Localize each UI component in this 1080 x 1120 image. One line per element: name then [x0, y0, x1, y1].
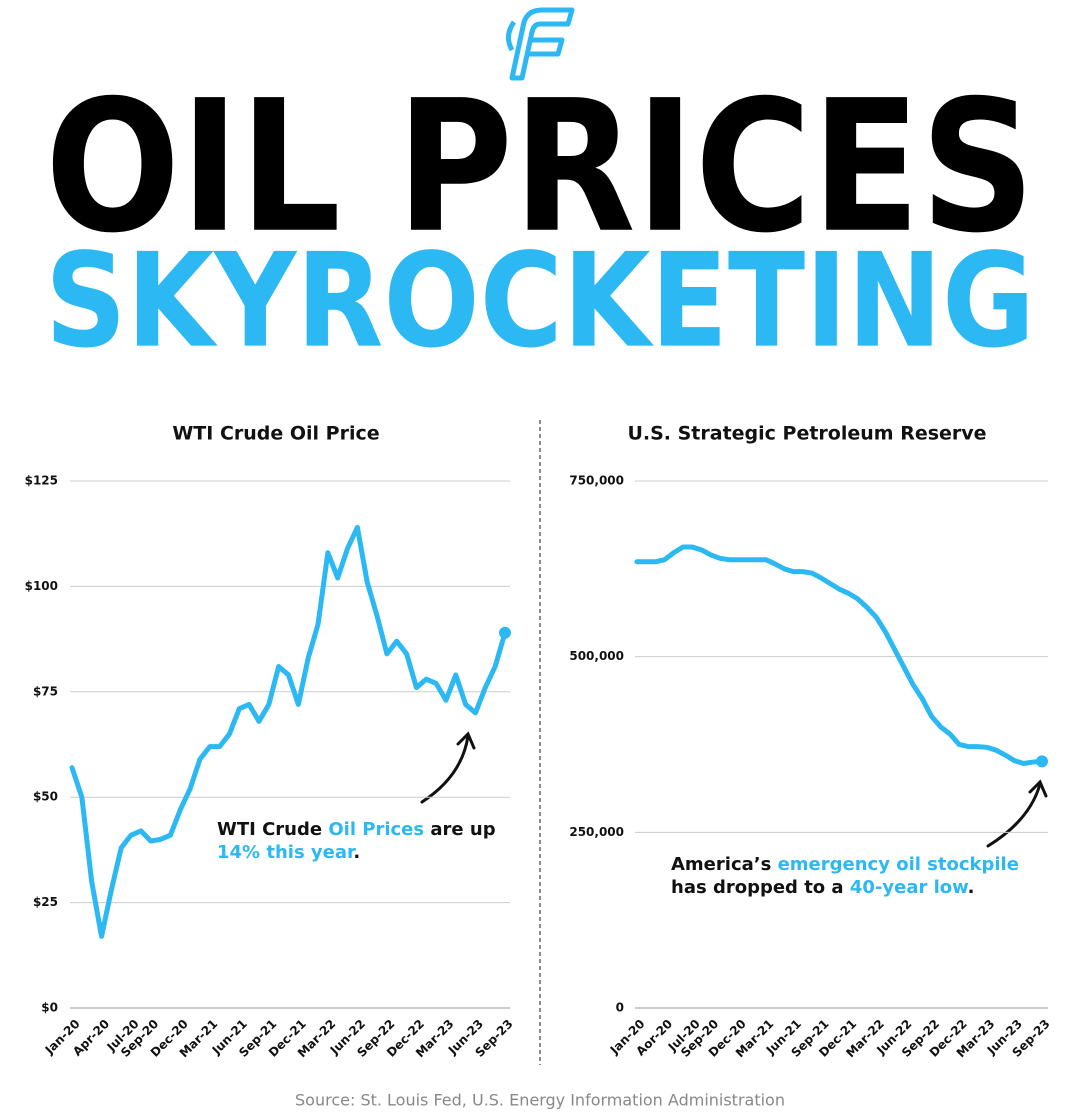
line: [69, 524, 508, 939]
y-tick-label: 500,000: [569, 649, 624, 663]
subtitle: SKYROCKETING: [45, 225, 1035, 377]
annotation-part: emergency oil stockpile: [778, 854, 1019, 875]
end-point: [1036, 755, 1048, 768]
annotation-part: 14% this year: [217, 842, 356, 863]
y-tick-label: 0: [616, 1001, 624, 1015]
y-tick-label: $125: [25, 474, 58, 488]
y-tick-label: $0: [41, 1001, 58, 1015]
y-tick-label: 250,000: [569, 825, 624, 839]
annotation-part: .: [968, 877, 975, 898]
logo: [506, 7, 575, 81]
y-tick-label: $75: [33, 684, 58, 698]
line: [634, 544, 1045, 766]
source: Source: St. Louis Fed, U.S. Energy Infor…: [295, 1091, 785, 1110]
annotation: America’s emergency oil stockpile: [671, 854, 1019, 875]
annotation-part: America’s: [671, 854, 778, 875]
y-tick-label: 750,000: [569, 474, 624, 488]
arrow: [420, 731, 1048, 848]
annotation: WTI Crude Oil Prices are up: [217, 819, 496, 840]
y-tick-label: $25: [33, 895, 58, 909]
annotation-part: WTI Crude: [217, 819, 328, 840]
title: OIL PRICES: [45, 61, 1035, 273]
annotation: 14% this year.: [217, 842, 360, 863]
y-tick-label: $50: [33, 790, 58, 804]
annotation-part: Oil Prices: [328, 819, 424, 840]
end-point: [499, 626, 511, 639]
annotation-part: has dropped to a: [671, 877, 850, 898]
chart-title: U.S. Strategic Petroleum Reserve: [627, 423, 986, 445]
annotation-part: .: [353, 842, 360, 863]
annotation: has dropped to a 40-year low.: [671, 877, 974, 898]
y-tick-label: $100: [25, 579, 58, 593]
annotation-part: 40-year low: [850, 877, 968, 898]
chart-title: WTI Crude Oil Price: [172, 423, 379, 445]
annotation-part: are up: [424, 819, 496, 840]
